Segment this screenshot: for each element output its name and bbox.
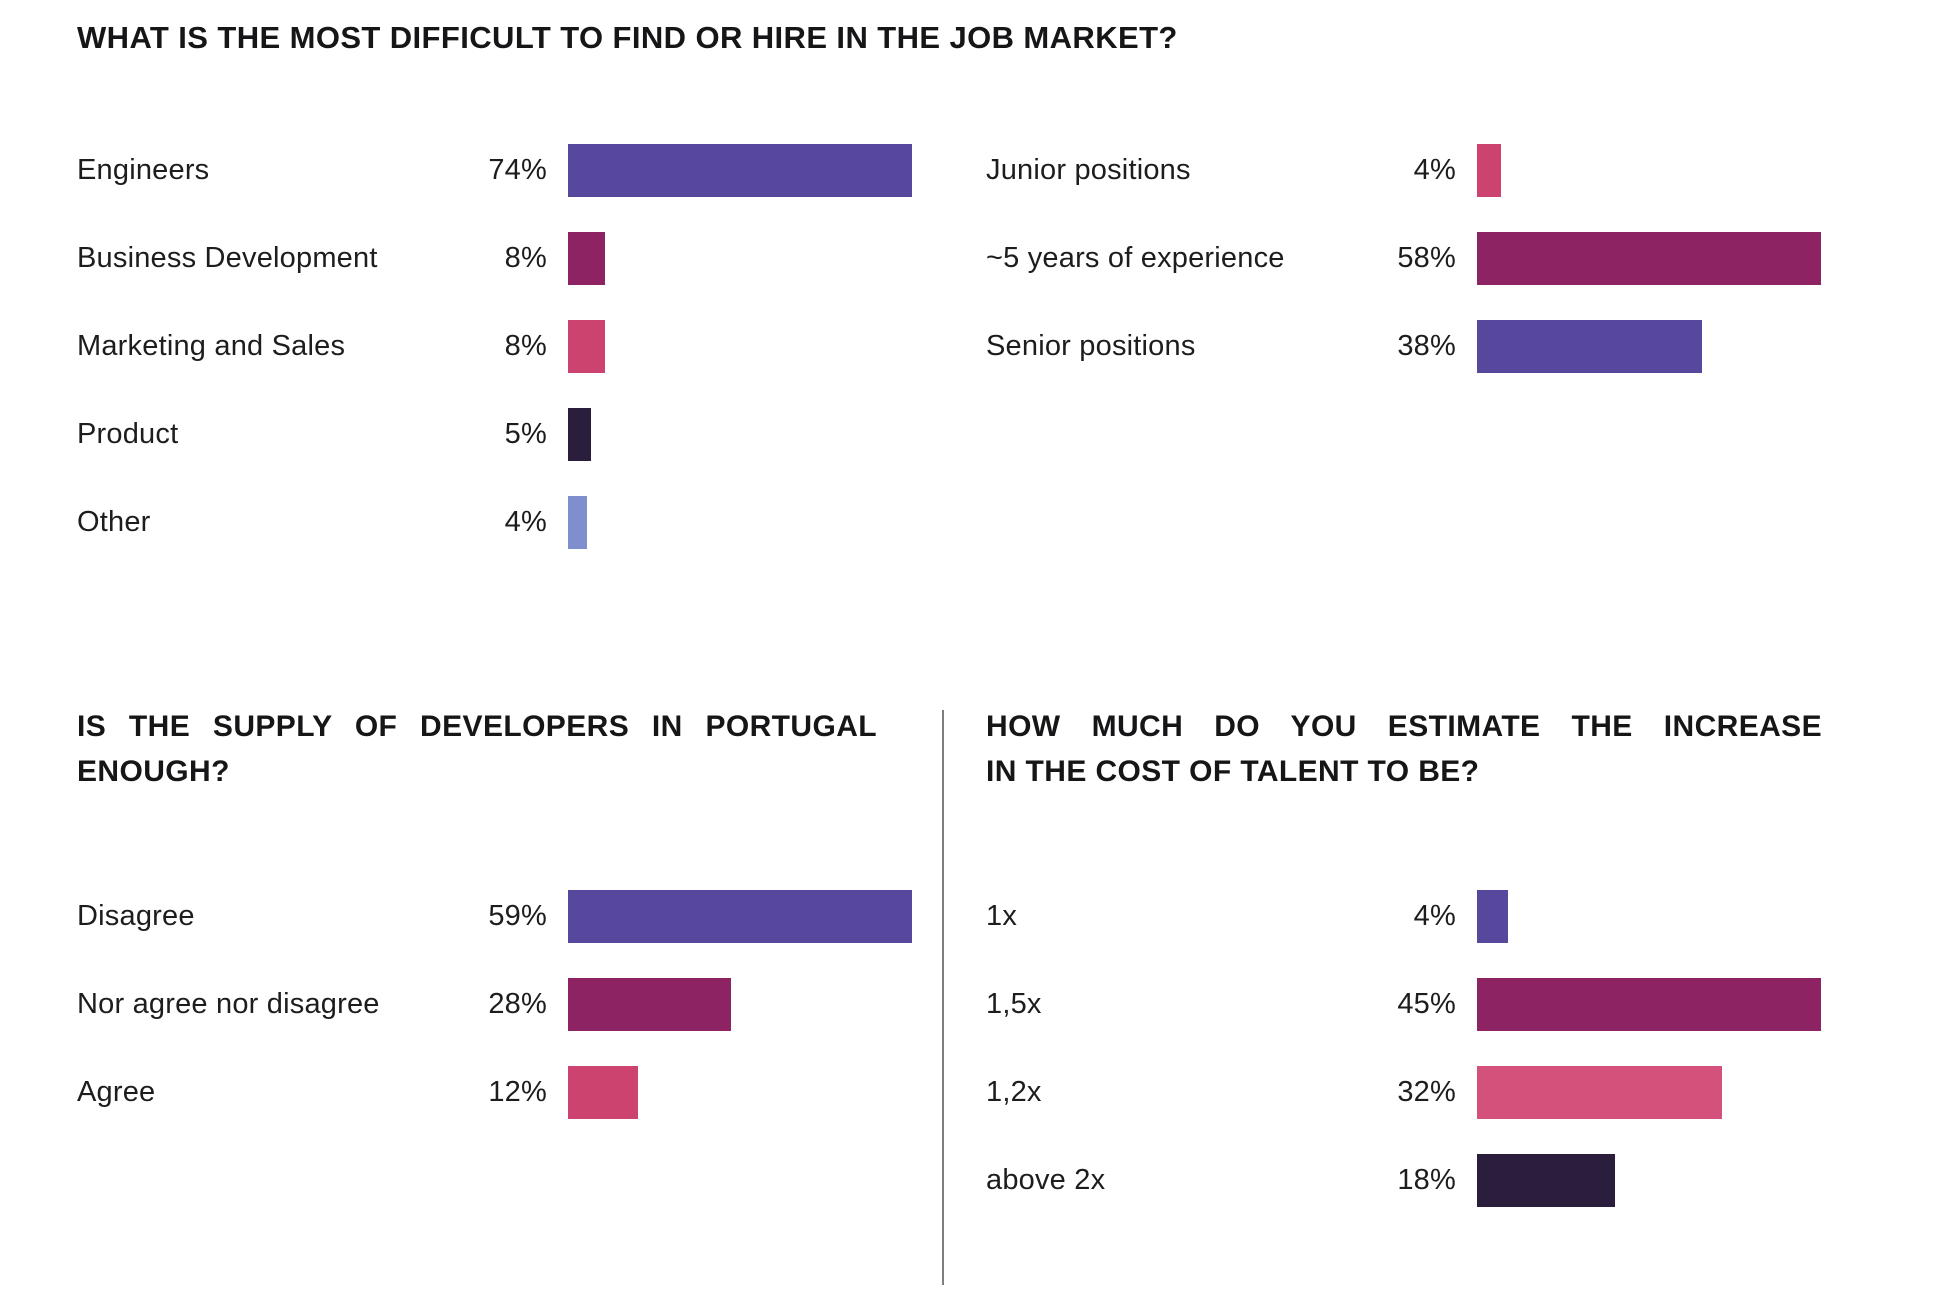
row-label: Engineers [77, 153, 210, 186]
chart-row: Junior positions 4% [986, 126, 1821, 214]
bar-track [1477, 319, 1702, 373]
chart-row: above 2x 18% [986, 1136, 1821, 1224]
bar [568, 495, 587, 549]
bar [568, 889, 912, 943]
row-label: Marketing and Sales [77, 329, 346, 362]
chart-row: Agree 12% [77, 1048, 912, 1136]
chart-row: 1,2x 32% [986, 1048, 1821, 1136]
row-label: Business Development [77, 241, 378, 274]
row-value: 4% [504, 505, 547, 538]
row-label: Disagree [77, 899, 195, 932]
row-value: 58% [1397, 241, 1456, 274]
row-value: 38% [1397, 329, 1456, 362]
supply-chart-title: IS THE SUPPLY OF DEVELOPERS IN PORTUGAL … [77, 704, 877, 794]
chart-row: Disagree 59% [77, 872, 912, 960]
row-value: 8% [504, 329, 547, 362]
row-label: Other [77, 505, 151, 538]
row-value: 28% [488, 987, 547, 1020]
row-value: 45% [1397, 987, 1456, 1020]
row-label: Nor agree nor disagree [77, 987, 380, 1020]
chart-row: Engineers 74% [77, 126, 912, 214]
row-value: 4% [1413, 153, 1456, 186]
row-value: 5% [504, 417, 547, 450]
bar-track [1477, 231, 1821, 285]
bar [1477, 889, 1508, 943]
chart-row: ~5 years of experience 58% [986, 214, 1821, 302]
chart-row: Nor agree nor disagree 28% [77, 960, 912, 1048]
row-label: Junior positions [986, 153, 1191, 186]
top-chart-title: WHAT IS THE MOST DIFFICULT TO FIND OR HI… [77, 20, 1178, 55]
row-label: Senior positions [986, 329, 1196, 362]
bar [1477, 977, 1821, 1031]
bar [1477, 143, 1501, 197]
bar [1477, 319, 1702, 373]
bar-track [568, 889, 912, 943]
chart-difficult-to-hire-roles: Engineers 74% Business Development 8% Ma… [77, 126, 912, 566]
bar-track [568, 977, 731, 1031]
row-value: 74% [488, 153, 547, 186]
chart-row: Senior positions 38% [986, 302, 1821, 390]
cost-chart-title: HOW MUCH DO YOU ESTIMATE THE INCREASE IN… [986, 704, 1822, 794]
chart-difficult-to-hire-seniority: Junior positions 4% ~5 years of experien… [986, 126, 1821, 390]
supply-chart-title-line1: IS THE SUPPLY OF DEVELOPERS IN PORTUGAL [77, 710, 877, 743]
row-label: above 2x [986, 1163, 1106, 1196]
bar-track [568, 1065, 638, 1119]
bar-track [568, 407, 591, 461]
row-value: 59% [488, 899, 547, 932]
chart-cost-increase: 1x 4% 1,5x 45% 1,2x 32% above 2x 18% [986, 872, 1821, 1224]
vertical-divider [942, 710, 944, 1285]
bar-track [568, 495, 587, 549]
chart-row: 1x 4% [986, 872, 1821, 960]
row-value: 18% [1397, 1163, 1456, 1196]
bar [1477, 231, 1821, 285]
bar-track [568, 143, 912, 197]
bar-track [1477, 977, 1821, 1031]
row-label: Agree [77, 1075, 156, 1108]
bar [568, 319, 605, 373]
chart-row: Marketing and Sales 8% [77, 302, 912, 390]
row-value: 32% [1397, 1075, 1456, 1108]
bar [1477, 1065, 1722, 1119]
bar-track [568, 319, 605, 373]
row-label: 1x [986, 899, 1018, 932]
bar-track [1477, 1153, 1615, 1207]
row-label: ~5 years of experience [986, 241, 1285, 274]
row-value: 12% [488, 1075, 547, 1108]
bar-track [1477, 889, 1508, 943]
row-value: 4% [1413, 899, 1456, 932]
bar-track [1477, 143, 1501, 197]
chart-row: Business Development 8% [77, 214, 912, 302]
chart-row: 1,5x 45% [986, 960, 1821, 1048]
cost-chart-title-line2: IN THE COST OF TALENT TO BE? [986, 755, 1480, 788]
cost-chart-title-line1: HOW MUCH DO YOU ESTIMATE THE INCREASE [986, 710, 1822, 743]
bar [568, 407, 591, 461]
bar-track [568, 231, 605, 285]
chart-row: Product 5% [77, 390, 912, 478]
bar [568, 231, 605, 285]
row-label: Product [77, 417, 179, 450]
bar [568, 143, 912, 197]
chart-row: Other 4% [77, 478, 912, 566]
row-label: 1,5x [986, 987, 1042, 1020]
bar-track [1477, 1065, 1722, 1119]
row-value: 8% [504, 241, 547, 274]
chart-developer-supply: Disagree 59% Nor agree nor disagree 28% … [77, 872, 912, 1136]
bar [568, 977, 731, 1031]
bar [1477, 1153, 1615, 1207]
bar [568, 1065, 638, 1119]
supply-chart-title-line2: ENOUGH? [77, 755, 230, 788]
row-label: 1,2x [986, 1075, 1042, 1108]
